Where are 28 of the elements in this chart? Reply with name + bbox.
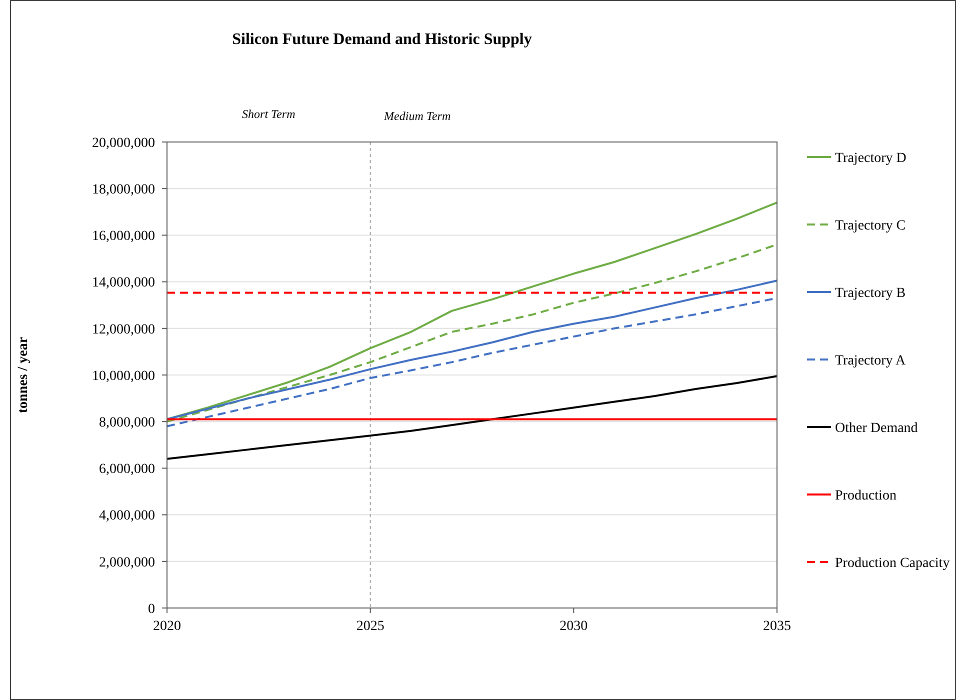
y-tick-label: 8,000,000 [99,416,155,430]
y-tick-label: 20,000,000 [92,136,155,151]
legend-label: Production Capacity [835,556,950,571]
y-tick-label: 12,000,000 [92,322,155,338]
legend-label: Trajectory B [835,286,906,301]
x-tick-label: 2025 [356,619,384,634]
legend-label: Production [835,488,896,504]
x-tick-label: 2035 [763,619,791,634]
legend-label: Trajectory D [835,150,906,166]
y-tick-label: 10,000,000 [92,368,155,384]
y-tick-label: 6,000,000 [99,462,155,478]
text: Short Term [242,107,296,121]
y-tick-label: 0 [148,602,155,617]
y-tick-label: 14,000,000 [92,276,155,291]
x-tick-label: 2030 [560,619,588,634]
y-tick-label: 4,000,000 [99,508,155,524]
chart-title: Silicon Future Demand and Historic Supply [232,31,532,48]
line-series [166,375,778,460]
y-tick-label: 2,000,000 [99,555,155,570]
text: Medium Term [383,109,451,123]
legend-label: Trajectory C [835,218,906,234]
y-tick-label: 18,000,000 [92,182,155,198]
y-tick-label: 16,000,000 [92,229,155,244]
legend-label: Trajectory A [835,353,907,368]
y-axis-title: tonnes / year [16,336,31,414]
x-tick-label: 2020 [153,619,181,634]
line-series [166,280,778,420]
legend-label: Other Demand [835,420,918,436]
